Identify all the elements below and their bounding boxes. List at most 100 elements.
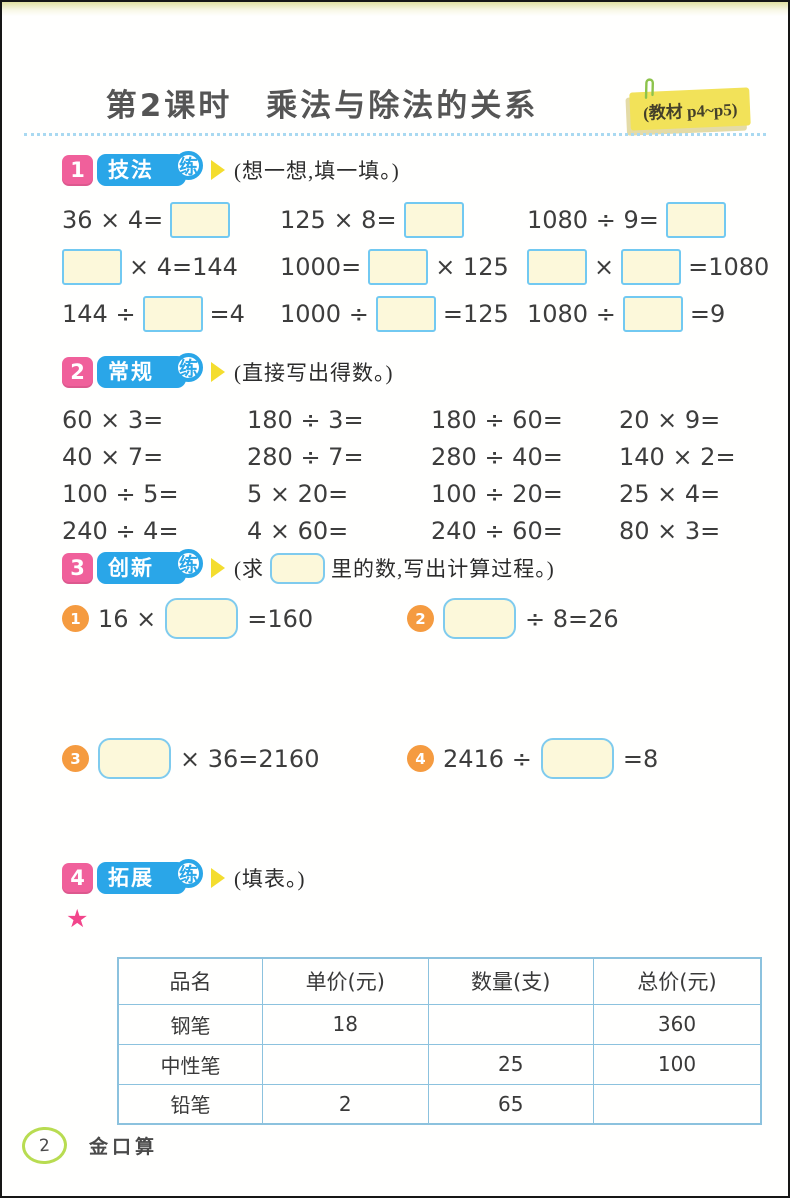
- equation-text: × 36=2160: [180, 744, 320, 773]
- arrow-right-icon: [211, 558, 225, 578]
- answer-box[interactable]: [165, 598, 239, 639]
- section-number-badge: 1: [62, 154, 93, 186]
- answer-box[interactable]: [540, 738, 614, 779]
- equation-text: =8: [622, 744, 659, 773]
- table-cell: 100: [592, 1043, 762, 1085]
- equation-text: =9: [689, 299, 726, 328]
- answer-box[interactable]: [98, 738, 171, 779]
- equation-text: 1080 ÷: [527, 299, 616, 328]
- equation: 60 × 3=: [62, 406, 164, 434]
- answer-box[interactable]: [527, 248, 587, 285]
- paperclip-icon: [640, 76, 656, 107]
- answer-box[interactable]: [622, 295, 683, 332]
- answer-box[interactable]: [375, 295, 436, 332]
- item-number-badge: 2: [407, 605, 434, 632]
- section-label: 技法: [108, 158, 154, 182]
- equation: 240 ÷ 60=: [431, 517, 563, 545]
- table-header-row: 品名 单价(元) 数量(支) 总价(元): [117, 957, 762, 1005]
- section-badge: 4 拓展 练 (填表。): [62, 859, 762, 896]
- equation: 5 × 20=: [247, 480, 349, 508]
- answer-box[interactable]: [170, 201, 231, 238]
- arrow-right-icon: [211, 362, 225, 382]
- table-cell: 中性笔: [117, 1043, 264, 1085]
- table-cell: 360: [592, 1003, 762, 1045]
- equation: × =1080: [527, 248, 769, 285]
- practice-ring-badge: 练: [174, 151, 203, 180]
- table-cell: 65: [427, 1083, 594, 1125]
- equation: 1000 ÷ =125: [280, 295, 527, 332]
- answer-box[interactable]: [142, 295, 203, 332]
- answer-box[interactable]: [621, 248, 682, 285]
- table-cell-empty[interactable]: [262, 1043, 429, 1085]
- section-label-badge: 技法 练: [97, 151, 203, 186]
- section-label-badge: 拓展 练: [97, 859, 203, 894]
- equation-text: =4: [209, 299, 245, 328]
- table-cell: 2: [262, 1083, 429, 1125]
- table-cell-empty[interactable]: [427, 1003, 594, 1045]
- equation: 180 ÷ 60=: [431, 406, 563, 434]
- answer-box[interactable]: [368, 248, 429, 285]
- equation: 280 ÷ 40=: [431, 443, 563, 471]
- page-footer: 2 金口算: [20, 1125, 158, 1166]
- equation: 4 × 60=: [247, 517, 349, 545]
- section-instruction: (想一想,填一填。): [234, 159, 400, 183]
- table-cell: 18: [262, 1003, 429, 1045]
- equation: 180 ÷ 3=: [247, 406, 364, 434]
- item-number-badge: 3: [62, 745, 89, 772]
- answer-box[interactable]: [62, 248, 122, 285]
- equation: 80 × 3=: [619, 517, 721, 545]
- table-cell-empty[interactable]: [592, 1083, 762, 1125]
- equation: 100 ÷ 20=: [431, 480, 563, 508]
- table-cell: 25: [427, 1043, 594, 1085]
- equation-text: × 4=144: [129, 252, 238, 281]
- textbook-ref-note: (教材 p4~p5): [628, 78, 751, 131]
- section-badge: 1 技法 练 (想一想,填一填。): [62, 151, 762, 188]
- section-label-badge: 常规 练: [97, 353, 203, 388]
- equation-text: 144 ÷: [62, 299, 136, 328]
- equation-text: 1080 ÷ 9=: [527, 205, 659, 234]
- equation: 1000= × 125: [280, 248, 527, 285]
- equation-text: 36 × 4=: [62, 205, 164, 234]
- table-header-cell: 数量(支): [427, 957, 594, 1005]
- table-cell: 钢笔: [117, 1003, 264, 1045]
- section-label: 常规: [108, 360, 154, 384]
- item-number-badge: 1: [62, 605, 89, 632]
- section-extension-practice: 4 拓展 练 (填表。) ★ 品名 单价(元) 数量(支) 总价(元) 钢笔 18 360…: [62, 859, 762, 1125]
- section-label: 创新: [108, 556, 154, 580]
- section-skill-practice: 1 技法 练 (想一想,填一填。) 36 × 4= 125 × 8= 1080 ÷ …: [62, 151, 769, 332]
- section-label: 拓展: [108, 866, 154, 890]
- table-header-cell: 品名: [117, 957, 264, 1005]
- equation-text: 16 ×: [98, 604, 157, 633]
- answer-box[interactable]: [443, 598, 516, 639]
- oral-calculation-grid: 60 × 3= 180 ÷ 3= 180 ÷ 60= 20 × 9= 40 × 7= 28…: [62, 406, 762, 545]
- answer-box[interactable]: [665, 201, 726, 238]
- equation: 140 × 2=: [619, 443, 736, 471]
- equation: 25 × 4=: [619, 480, 721, 508]
- equation: 20 × 9=: [619, 406, 721, 434]
- problem-item: 4 2416 ÷ =8: [407, 738, 762, 779]
- table-header-cell: 单价(元): [262, 957, 429, 1005]
- equation: 280 ÷ 7=: [247, 443, 364, 471]
- fill-in-equation-grid: 36 × 4= 125 × 8= 1080 ÷ 9= × 4=144 1000= × 12…: [62, 201, 769, 332]
- table-header-cell: 总价(元): [592, 957, 762, 1005]
- equation-text: ×: [594, 252, 615, 281]
- arrow-right-icon: [211, 868, 225, 888]
- section-badge: 2 常规 练 (直接写出得数。): [62, 353, 762, 390]
- answer-box[interactable]: [403, 201, 464, 238]
- table-row: 铅笔 2 65: [117, 1083, 762, 1125]
- section-instruction: (求 里的数,写出计算过程。): [234, 552, 555, 584]
- equation: 125 × 8=: [280, 201, 527, 238]
- equation: 1080 ÷ 9=: [527, 201, 769, 238]
- practice-ring-badge: 练: [174, 549, 203, 578]
- page-number-badge: 2: [20, 1125, 69, 1166]
- equation-text: (求: [234, 557, 264, 581]
- equation-text: × 125: [435, 252, 509, 281]
- section-innovation-practice: 3 创新 练 (求 里的数,写出计算过程。) 1 16 × =160 2 ÷ 8=26 3…: [62, 549, 762, 779]
- practice-ring-badge: 练: [174, 353, 203, 382]
- equation-text: 2416 ÷: [443, 744, 532, 773]
- problem-items-row: 3 × 36=2160 4 2416 ÷ =8: [62, 738, 762, 779]
- answer-box[interactable]: [270, 552, 325, 584]
- equation-text: =160: [247, 604, 314, 633]
- equation-text: =125: [442, 299, 509, 328]
